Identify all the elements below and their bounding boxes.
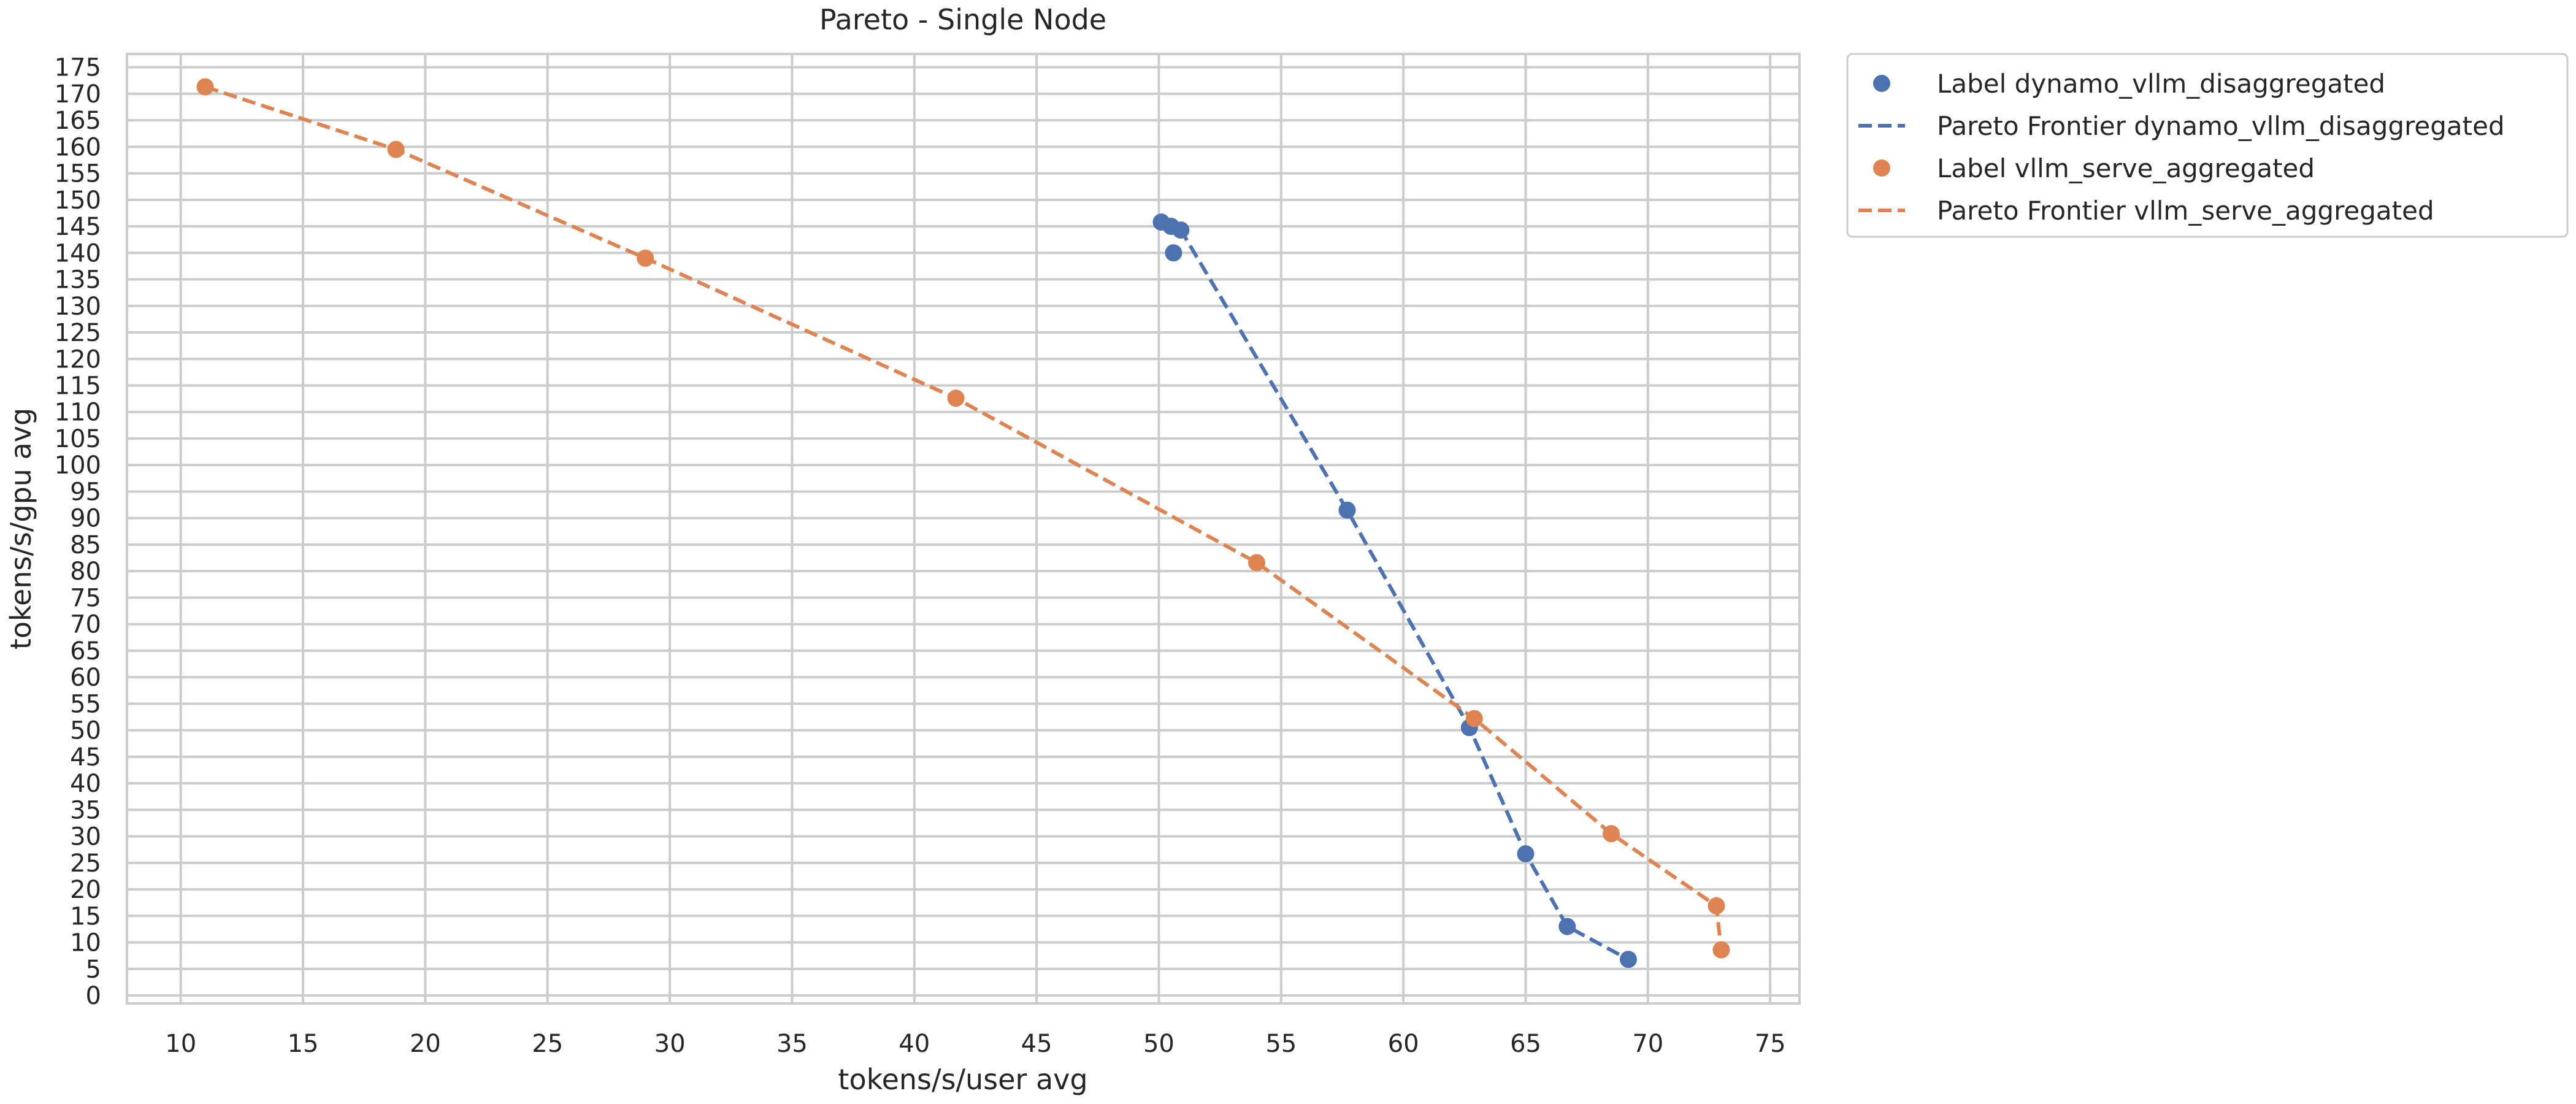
legend-marker-swatch xyxy=(1873,75,1890,92)
y-tick-label: 115 xyxy=(55,372,101,401)
y-tick-label: 20 xyxy=(70,876,101,904)
data-point-label-vllm-serve-aggregated xyxy=(1708,897,1725,914)
legend-label: Pareto Frontier dynamo_vllm_disaggregate… xyxy=(1937,111,2505,141)
legend-label: Label dynamo_vllm_disaggregated xyxy=(1937,69,2385,99)
y-tick-label: 90 xyxy=(70,505,101,533)
y-tick-label: 155 xyxy=(55,160,101,188)
y-axis-label: tokens/s/gpu avg xyxy=(4,408,37,650)
y-tick-label: 175 xyxy=(55,54,101,82)
x-axis-label: tokens/s/user avg xyxy=(838,1063,1087,1096)
data-point-label-dynamo-vllm-disaggregated xyxy=(1558,918,1576,935)
chart-title: Pareto - Single Node xyxy=(819,3,1106,36)
y-tick-label: 60 xyxy=(70,664,101,692)
x-tick-label: 15 xyxy=(288,1030,319,1058)
data-point-label-dynamo-vllm-disaggregated xyxy=(1338,501,1356,519)
y-tick-label: 75 xyxy=(70,584,101,612)
legend-label: Label vllm_serve_aggregated xyxy=(1937,153,2315,183)
y-tick-label: 130 xyxy=(55,293,101,321)
y-tick-label: 125 xyxy=(55,319,101,347)
y-tick-label: 80 xyxy=(70,558,101,586)
y-tick-label: 45 xyxy=(70,743,101,772)
x-tick-label: 50 xyxy=(1143,1030,1175,1058)
data-point-label-vllm-serve-aggregated xyxy=(637,249,654,267)
x-tick-label: 30 xyxy=(654,1030,686,1058)
legend-label: Pareto Frontier vllm_serve_aggregated xyxy=(1937,196,2434,226)
x-tick-label: 75 xyxy=(1755,1030,1786,1058)
data-point-label-dynamo-vllm-disaggregated xyxy=(1172,221,1190,239)
y-axis: 0510152025303540455055606570758085909510… xyxy=(55,54,101,1010)
x-tick-label: 45 xyxy=(1021,1030,1052,1058)
y-tick-label: 30 xyxy=(70,823,101,851)
data-point-label-vllm-serve-aggregated xyxy=(196,78,214,96)
y-tick-label: 120 xyxy=(55,345,101,374)
data-point-label-vllm-serve-aggregated xyxy=(947,389,965,407)
data-point-label-dynamo-vllm-disaggregated xyxy=(1619,951,1637,968)
x-tick-label: 25 xyxy=(532,1030,563,1058)
y-tick-label: 15 xyxy=(70,902,101,930)
data-point-label-vllm-serve-aggregated xyxy=(1465,710,1483,727)
y-tick-label: 65 xyxy=(70,637,101,665)
data-point-label-dynamo-vllm-disaggregated xyxy=(1165,244,1183,262)
y-tick-label: 105 xyxy=(55,425,101,453)
x-tick-label: 20 xyxy=(410,1030,441,1058)
y-tick-label: 10 xyxy=(70,929,101,957)
plot-area xyxy=(127,54,1800,1003)
legend: Label dynamo_vllm_disaggregated Pareto Fr… xyxy=(1846,53,2569,238)
y-tick-label: 170 xyxy=(55,80,101,109)
data-point-label-vllm-serve-aggregated xyxy=(387,140,405,158)
y-tick-label: 160 xyxy=(55,133,101,161)
y-tick-label: 0 xyxy=(86,982,101,1010)
data-point-label-vllm-serve-aggregated xyxy=(1712,941,1730,959)
x-tick-label: 40 xyxy=(899,1030,930,1058)
y-tick-label: 40 xyxy=(70,770,101,798)
y-tick-label: 70 xyxy=(70,611,101,639)
legend-marker-swatch xyxy=(1873,159,1890,177)
y-tick-label: 135 xyxy=(55,266,101,294)
x-tick-label: 10 xyxy=(165,1030,196,1058)
x-axis: 10 15 20 25 30 35 40 45 50 55 60 65 70 75 xyxy=(165,1030,1785,1058)
y-tick-label: 145 xyxy=(55,213,101,241)
y-tick-label: 55 xyxy=(70,690,101,718)
y-tick-label: 25 xyxy=(70,849,101,878)
x-tick-label: 65 xyxy=(1510,1030,1541,1058)
x-tick-label: 35 xyxy=(776,1030,808,1058)
y-tick-label: 165 xyxy=(55,107,101,135)
y-tick-label: 50 xyxy=(70,717,101,745)
grid xyxy=(127,54,1800,1003)
x-tick-label: 60 xyxy=(1388,1030,1419,1058)
y-tick-label: 150 xyxy=(55,186,101,215)
series-points xyxy=(196,78,1730,968)
y-tick-label: 35 xyxy=(70,796,101,824)
x-tick-label: 70 xyxy=(1632,1030,1663,1058)
y-tick-label: 140 xyxy=(55,239,101,267)
y-tick-label: 5 xyxy=(86,956,101,984)
x-tick-label: 55 xyxy=(1265,1030,1297,1058)
y-tick-label: 85 xyxy=(70,531,101,559)
plot-frame xyxy=(126,53,1801,1005)
y-tick-label: 110 xyxy=(55,399,101,427)
data-point-label-vllm-serve-aggregated xyxy=(1248,554,1265,572)
y-tick-label: 100 xyxy=(55,451,101,480)
y-tick-label: 95 xyxy=(70,478,101,506)
data-point-label-dynamo-vllm-disaggregated xyxy=(1517,845,1535,863)
data-point-label-vllm-serve-aggregated xyxy=(1603,825,1620,843)
legend-frame xyxy=(1846,53,2569,238)
